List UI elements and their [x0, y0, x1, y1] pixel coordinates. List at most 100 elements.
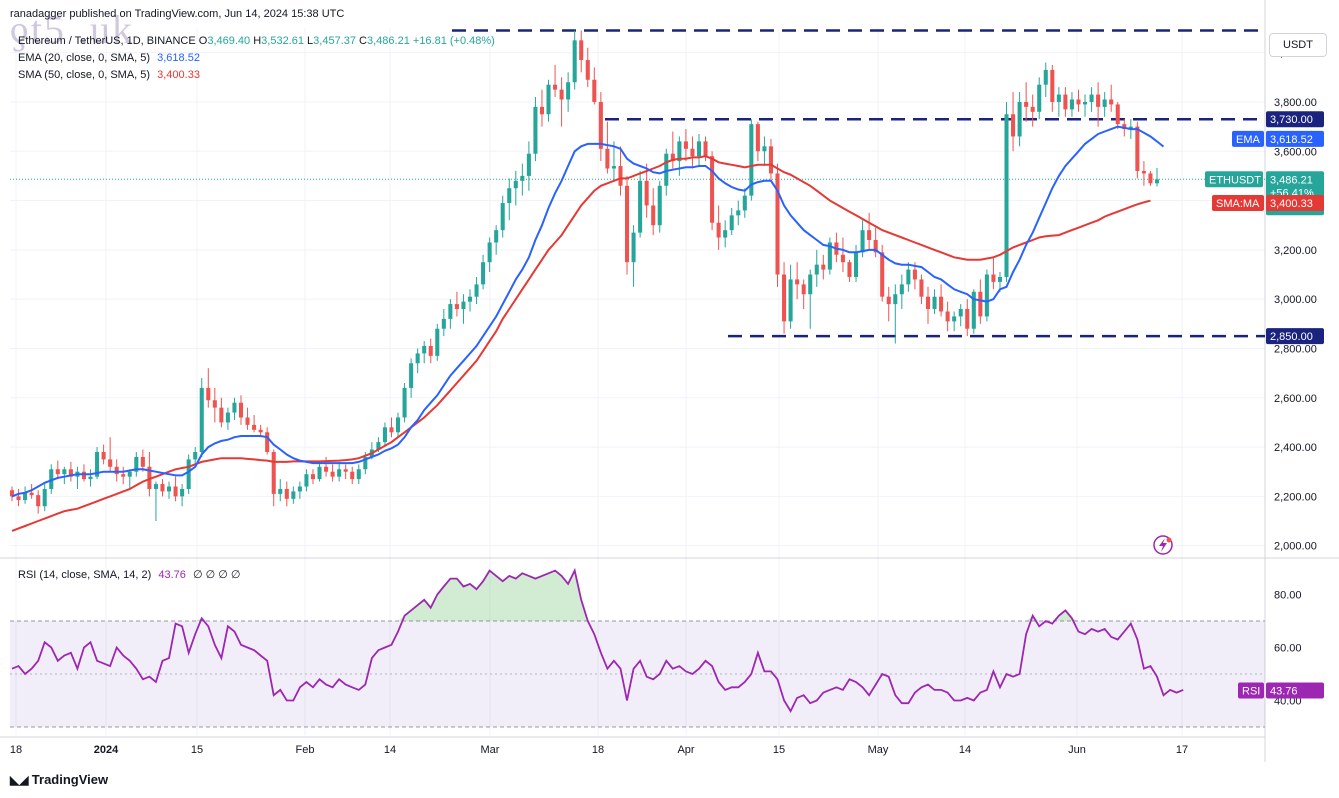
candle-body [782, 274, 787, 322]
rsi-name-badge-bg [1238, 682, 1264, 699]
candle-body [991, 274, 996, 282]
candle-body [343, 469, 348, 472]
candle-body [68, 469, 73, 477]
currency-button[interactable]: USDT [1269, 33, 1327, 57]
sma-value: 3,400.33 [157, 69, 200, 81]
candle-body [409, 363, 414, 388]
ohlc-o-label: O [198, 35, 208, 47]
candle-body [441, 318, 446, 329]
sma-value-badge-bg [1266, 195, 1324, 212]
candle-body [978, 291, 983, 317]
candle-body [225, 412, 230, 423]
candle-body [448, 304, 453, 319]
candle-body [742, 195, 747, 211]
time-tick-label: 17 [1176, 744, 1188, 756]
candle-body [376, 442, 381, 450]
candle-body [945, 311, 950, 322]
candle-body [252, 424, 257, 430]
candle-body [507, 188, 512, 204]
candle-body [389, 427, 394, 433]
candle-body [101, 452, 106, 460]
candle-body [566, 82, 571, 100]
candle-body [559, 89, 564, 100]
candle-body [572, 40, 577, 83]
ema-value-badge-text: 3,618.52 [1270, 134, 1313, 146]
candle-body [147, 466, 152, 489]
candle-body [605, 148, 610, 169]
candle-body [1030, 106, 1035, 112]
candle-body [539, 106, 544, 115]
candle-body [1135, 126, 1140, 171]
symbol-legend: Ethereum / TetherUS, 1D, BINANCE O3,469.… [18, 35, 495, 47]
candle-body [585, 60, 590, 80]
candle-body [886, 296, 891, 305]
time-tick-label: 14 [959, 744, 971, 756]
candle-body [912, 269, 917, 280]
candle-body [1083, 101, 1088, 105]
candle-body [1096, 94, 1101, 107]
candle-body [1037, 84, 1042, 112]
ema-legend: EMA (20, close, 0, SMA, 5) 3,618.52 [18, 52, 200, 64]
candle-body [95, 452, 100, 477]
chart-grid [0, 0, 1339, 762]
ohlc-c-value: 3,486.21 [367, 35, 410, 47]
candle-body [193, 452, 198, 460]
rsi-value-badge-text: 43.76 [1270, 686, 1298, 698]
candle-body [716, 222, 721, 238]
candle-body [952, 316, 957, 322]
candle-body [55, 469, 60, 475]
candle-body [919, 279, 924, 297]
last-price-line-0: 3,486.21 [1270, 174, 1313, 186]
sma50-line [11, 155, 1151, 532]
lightning-icon[interactable] [1153, 535, 1173, 555]
time-tick-label: Jun [1068, 744, 1086, 756]
candle-body [415, 353, 420, 364]
candle-body [467, 296, 473, 302]
candle-body [768, 146, 773, 174]
candle-body [62, 469, 67, 475]
candle-body [36, 495, 41, 507]
candle-body [487, 242, 492, 263]
rsi-extra: ∅ ∅ ∅ ∅ [192, 569, 241, 581]
candle-body [775, 173, 780, 275]
candle-body [703, 141, 708, 157]
candle-body [592, 79, 597, 102]
time-tick-label: 18 [10, 744, 22, 756]
candle-body [422, 346, 427, 354]
candle-body [795, 279, 800, 285]
candle-body [546, 84, 551, 115]
candle-body [153, 484, 158, 489]
candle-body [965, 309, 970, 329]
candle-body [121, 474, 126, 477]
last-name-badge-bg [1205, 171, 1263, 188]
candle-body [317, 466, 322, 480]
candle-body [108, 459, 113, 467]
price-badges: 3,730.00 2,850.00 EMA 3,618.52 ETHUSDT 3,486.… [1205, 111, 1324, 699]
ohlc-h-label: H [250, 35, 262, 47]
candle-body [140, 456, 145, 467]
level-2850-badge-text: 2,850.00 [1270, 331, 1313, 343]
candle-body [932, 296, 937, 310]
candle-body [1024, 101, 1029, 107]
candle-body [808, 274, 813, 295]
candle-body [238, 402, 244, 418]
candle-body [749, 124, 754, 196]
rsi-line [11, 567, 1184, 713]
ohlc-h-value: 3,532.61 [261, 35, 304, 47]
candle-body [526, 153, 531, 176]
ema-label: EMA (20, close, 0, SMA, 5) [18, 52, 151, 64]
candle-body [821, 264, 826, 270]
candle-body [1011, 114, 1016, 137]
ema20-line [11, 125, 1165, 498]
candle-body [755, 124, 760, 152]
level-2850-badge-bg [1266, 328, 1324, 345]
candle-body [160, 484, 165, 492]
candle-body [1017, 101, 1022, 137]
level-3730-badge-text: 3,730.00 [1270, 114, 1313, 126]
candle-body [127, 471, 132, 477]
candle-body [330, 471, 335, 477]
candle-body [598, 101, 603, 149]
candle-body [1109, 99, 1114, 105]
candle-body [304, 474, 309, 487]
